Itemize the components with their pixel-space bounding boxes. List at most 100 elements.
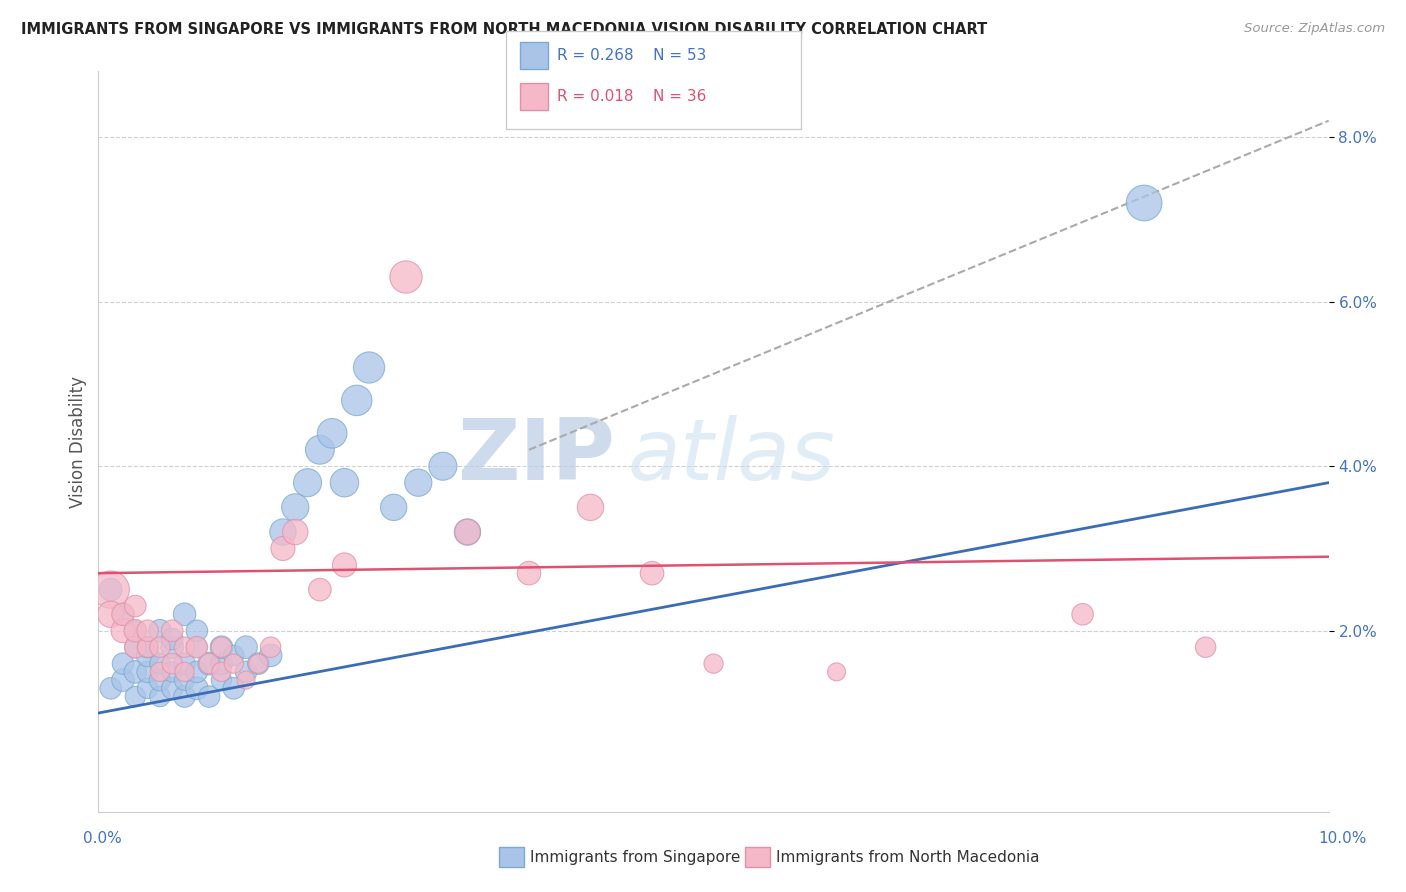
- Point: [162, 657, 183, 671]
- Point: [825, 665, 848, 679]
- Point: [247, 657, 270, 671]
- Point: [136, 640, 159, 655]
- Point: [198, 657, 221, 671]
- Point: [641, 566, 664, 581]
- Point: [149, 673, 172, 687]
- Point: [235, 665, 257, 679]
- Point: [284, 500, 307, 515]
- Text: ZIP: ZIP: [457, 415, 616, 498]
- Point: [136, 665, 159, 679]
- Point: [222, 681, 245, 696]
- Point: [186, 665, 208, 679]
- Point: [112, 657, 135, 671]
- Text: Immigrants from Singapore: Immigrants from Singapore: [530, 850, 741, 864]
- Text: R = 0.268    N = 53: R = 0.268 N = 53: [557, 48, 706, 62]
- Point: [149, 624, 172, 638]
- Point: [173, 665, 195, 679]
- Point: [162, 624, 183, 638]
- Text: 0.0%: 0.0%: [83, 831, 122, 846]
- Text: Immigrants from North Macedonia: Immigrants from North Macedonia: [776, 850, 1039, 864]
- Point: [186, 624, 208, 638]
- Point: [211, 657, 233, 671]
- Point: [703, 657, 725, 671]
- Point: [149, 640, 172, 655]
- Point: [124, 599, 146, 613]
- Text: Source: ZipAtlas.com: Source: ZipAtlas.com: [1244, 22, 1385, 36]
- Point: [136, 624, 159, 638]
- Point: [173, 607, 195, 622]
- Point: [321, 426, 343, 441]
- Point: [149, 665, 172, 679]
- Text: 10.0%: 10.0%: [1319, 831, 1367, 846]
- Point: [309, 582, 332, 597]
- Point: [124, 665, 146, 679]
- Point: [346, 393, 368, 408]
- Point: [136, 648, 159, 663]
- Point: [222, 648, 245, 663]
- Point: [297, 475, 319, 490]
- Point: [211, 673, 233, 687]
- Point: [309, 442, 332, 457]
- Point: [198, 690, 221, 704]
- Point: [1071, 607, 1094, 622]
- Point: [357, 360, 380, 375]
- Point: [124, 624, 146, 638]
- Point: [112, 673, 135, 687]
- Point: [211, 640, 233, 655]
- Point: [456, 524, 478, 539]
- Text: IMMIGRANTS FROM SINGAPORE VS IMMIGRANTS FROM NORTH MACEDONIA VISION DISABILITY C: IMMIGRANTS FROM SINGAPORE VS IMMIGRANTS …: [21, 22, 987, 37]
- Point: [136, 681, 159, 696]
- Point: [247, 657, 270, 671]
- Point: [333, 558, 356, 572]
- Point: [211, 640, 233, 655]
- Point: [173, 640, 195, 655]
- Point: [408, 475, 430, 490]
- Point: [173, 673, 195, 687]
- Point: [186, 640, 208, 655]
- Point: [333, 475, 356, 490]
- Point: [149, 657, 172, 671]
- Point: [271, 524, 294, 539]
- Point: [162, 681, 183, 696]
- Y-axis label: Vision Disability: Vision Disability: [69, 376, 87, 508]
- Point: [112, 624, 135, 638]
- Point: [162, 665, 183, 679]
- Point: [100, 681, 122, 696]
- Point: [162, 632, 183, 646]
- Point: [260, 640, 283, 655]
- Point: [1195, 640, 1218, 655]
- Point: [222, 657, 245, 671]
- Point: [124, 640, 146, 655]
- Point: [235, 640, 257, 655]
- Point: [284, 524, 307, 539]
- Point: [149, 690, 172, 704]
- Text: R = 0.018    N = 36: R = 0.018 N = 36: [557, 89, 706, 103]
- Point: [124, 690, 146, 704]
- Point: [395, 270, 418, 285]
- Point: [186, 640, 208, 655]
- Point: [579, 500, 602, 515]
- Point: [432, 459, 454, 474]
- Point: [198, 657, 221, 671]
- Point: [382, 500, 405, 515]
- Point: [211, 665, 233, 679]
- Point: [235, 673, 257, 687]
- Text: atlas: atlas: [627, 415, 835, 498]
- Point: [124, 624, 146, 638]
- Point: [100, 582, 122, 597]
- Point: [173, 657, 195, 671]
- Point: [271, 541, 294, 556]
- Point: [136, 640, 159, 655]
- Point: [124, 640, 146, 655]
- Point: [112, 607, 135, 622]
- Point: [456, 524, 478, 539]
- Point: [517, 566, 540, 581]
- Point: [100, 582, 122, 597]
- Point: [112, 607, 135, 622]
- Point: [260, 648, 283, 663]
- Point: [100, 607, 122, 622]
- Point: [162, 640, 183, 655]
- Point: [1133, 196, 1156, 211]
- Point: [186, 681, 208, 696]
- Point: [173, 690, 195, 704]
